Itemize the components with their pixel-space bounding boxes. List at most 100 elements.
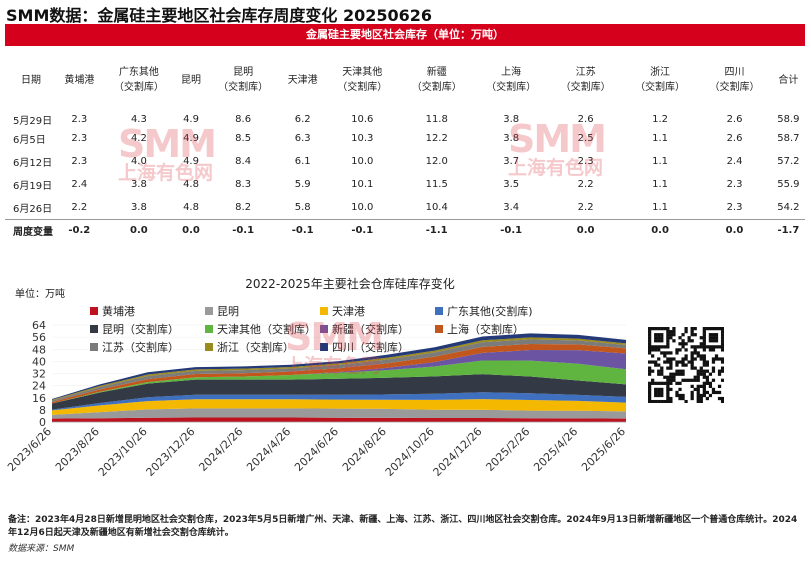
value-cell: 1.2 — [652, 114, 669, 125]
x-tick-label: 2025/4/26 — [531, 425, 580, 474]
value-cell: 4.3 — [130, 114, 147, 125]
value-cell: 10.0 — [351, 201, 374, 213]
y-tick-label: 16 — [32, 392, 46, 405]
table-row: 6月12日 2.3 4.0 4.9 8.4 6.1 10.0 12.0 3.7 2.3 1.1 2.4… — [5, 150, 805, 173]
y-tick-label: 48 — [32, 343, 46, 356]
legend-label: 昆明（交割库） — [102, 322, 179, 336]
change-cell: -0.1 — [473, 218, 549, 241]
footnote: 备注：2023年4月28日新增昆明地区社会交割仓库，2023年5月5日新增广州、… — [8, 515, 798, 538]
value-cell: 10.6 — [351, 114, 374, 125]
legend-swatch — [205, 343, 213, 351]
legend-item: 江苏（交割库） — [90, 340, 179, 354]
series-area-0 — [52, 417, 626, 422]
change-label: 周度变量 — [5, 218, 57, 241]
legend-swatch — [90, 343, 98, 351]
value-cell: 11.8 — [425, 114, 448, 125]
legend-label: 浙江（交割库） — [217, 340, 294, 354]
col-header: 新疆 （交割库） — [411, 67, 462, 93]
value-cell: 8.6 — [235, 114, 252, 125]
value-cell: 2.5 — [577, 133, 594, 144]
change-cell: 0.0 — [697, 218, 772, 241]
value-cell: 10.3 — [351, 133, 374, 144]
legend-swatch — [435, 325, 443, 333]
value-cell: 58.9 — [777, 114, 800, 125]
value-cell: 2.3 — [577, 156, 594, 167]
value-cell: 5.9 — [294, 179, 311, 190]
value-cell: 6.1 — [294, 156, 311, 167]
series-area-1 — [52, 408, 626, 419]
value-cell: 10.4 — [425, 201, 448, 213]
col-header: 广东其他 （交割库） — [113, 67, 164, 93]
x-tick-label: 2023/8/26 — [53, 425, 102, 474]
change-cell: -0.2 — [57, 218, 102, 241]
value-cell: 4.9 — [183, 133, 199, 144]
value-cell: 57.2 — [777, 156, 800, 167]
value-cell: 58.7 — [777, 133, 800, 144]
series-area-6 — [52, 350, 626, 404]
value-cell: 8.3 — [235, 179, 252, 190]
inventory-table: 日期 黄埔港 广东其他 （交割库） 昆明 昆明 （交割库） 天津港 天津其他 （交割库… — [5, 60, 805, 241]
col-header: 昆明 （交割库） — [218, 67, 269, 93]
y-tick-label: 0 — [39, 416, 46, 429]
legend-item: 黄埔港 — [90, 304, 135, 318]
value-cell: 4.9 — [183, 156, 199, 167]
value-cell: 11.5 — [425, 179, 448, 190]
value-cell: 3.5 — [503, 179, 520, 190]
change-cell: 0.0 — [176, 218, 206, 241]
x-tick-label: 2023/10/26 — [96, 425, 150, 479]
value-cell: 2.3 — [726, 201, 743, 213]
col-header: 黄埔港 — [64, 74, 95, 86]
value-cell: 55.9 — [777, 179, 800, 190]
legend-label: 昆明 — [217, 305, 239, 318]
legend-item: 昆明 — [205, 305, 239, 318]
table-banner: 金属硅主要地区社会库存（单位：万吨） — [5, 24, 805, 46]
chart-unit-label: 单位：万吨 — [15, 289, 65, 300]
value-cell: 8.4 — [235, 156, 252, 167]
col-header: 上海 （交割库） — [486, 67, 537, 93]
value-cell: 3.8 — [130, 179, 147, 190]
value-cell: 1.1 — [652, 133, 669, 144]
y-tick-label: 64 — [32, 319, 46, 332]
value-cell: 4.8 — [183, 179, 199, 190]
legend-swatch — [320, 325, 328, 333]
value-cell: 10.1 — [351, 179, 374, 190]
legend-swatch — [90, 325, 98, 333]
legend-swatch — [205, 307, 213, 315]
legend-swatch — [320, 343, 328, 351]
y-tick-label: 40 — [32, 355, 46, 368]
value-cell: 12.0 — [425, 156, 448, 167]
value-cell: 3.8 — [130, 201, 147, 213]
value-cell: 3.8 — [503, 133, 520, 144]
y-tick-label: 24 — [32, 380, 46, 393]
value-cell: 2.2 — [577, 201, 594, 213]
legend-item: 天津港 — [320, 305, 365, 318]
legend-swatch — [435, 307, 443, 315]
legend-label: 江苏（交割库） — [102, 340, 179, 354]
value-cell: 8.2 — [235, 201, 252, 213]
value-cell: 2.3 — [71, 114, 88, 125]
value-cell: 1.1 — [652, 156, 669, 167]
date-cell: 5月29日 — [13, 116, 53, 127]
legend-label: 广东其他(交割库) — [447, 304, 533, 318]
legend-item: 上海（交割库） — [435, 322, 524, 336]
series-area-5 — [52, 360, 626, 404]
value-cell: 4.2 — [130, 133, 147, 144]
legend-item: 浙江（交割库） — [205, 340, 294, 354]
series-area-4 — [52, 374, 626, 410]
weekly-change-row: 周度变量 -0.2 0.0 0.0 -0.1 -0.1 -0.1 -1.1 -0.1 0.0 0.0… — [5, 218, 805, 241]
col-header: 昆明 — [181, 74, 202, 86]
value-cell: 3.4 — [503, 201, 520, 213]
date-cell: 6月5日 — [13, 135, 46, 146]
value-cell: 2.6 — [726, 114, 743, 125]
value-cell: 5.8 — [294, 201, 311, 213]
series-area-2 — [52, 399, 626, 415]
legend-label: 新疆（交割库） — [332, 322, 409, 336]
legend-item: 广东其他(交割库) — [435, 304, 533, 318]
legend-item: 昆明（交割库） — [90, 322, 179, 336]
change-cell: 0.0 — [622, 218, 698, 241]
table-row: 6月5日 2.3 4.2 4.9 8.5 6.3 10.3 12.2 3.8 2.5 1.1 2.6 5… — [5, 127, 805, 150]
qr-code — [648, 327, 725, 404]
value-cell: 54.2 — [777, 201, 800, 213]
x-tick-label: 2023/6/26 — [5, 425, 54, 474]
legend-label: 黄埔港 — [102, 304, 135, 318]
